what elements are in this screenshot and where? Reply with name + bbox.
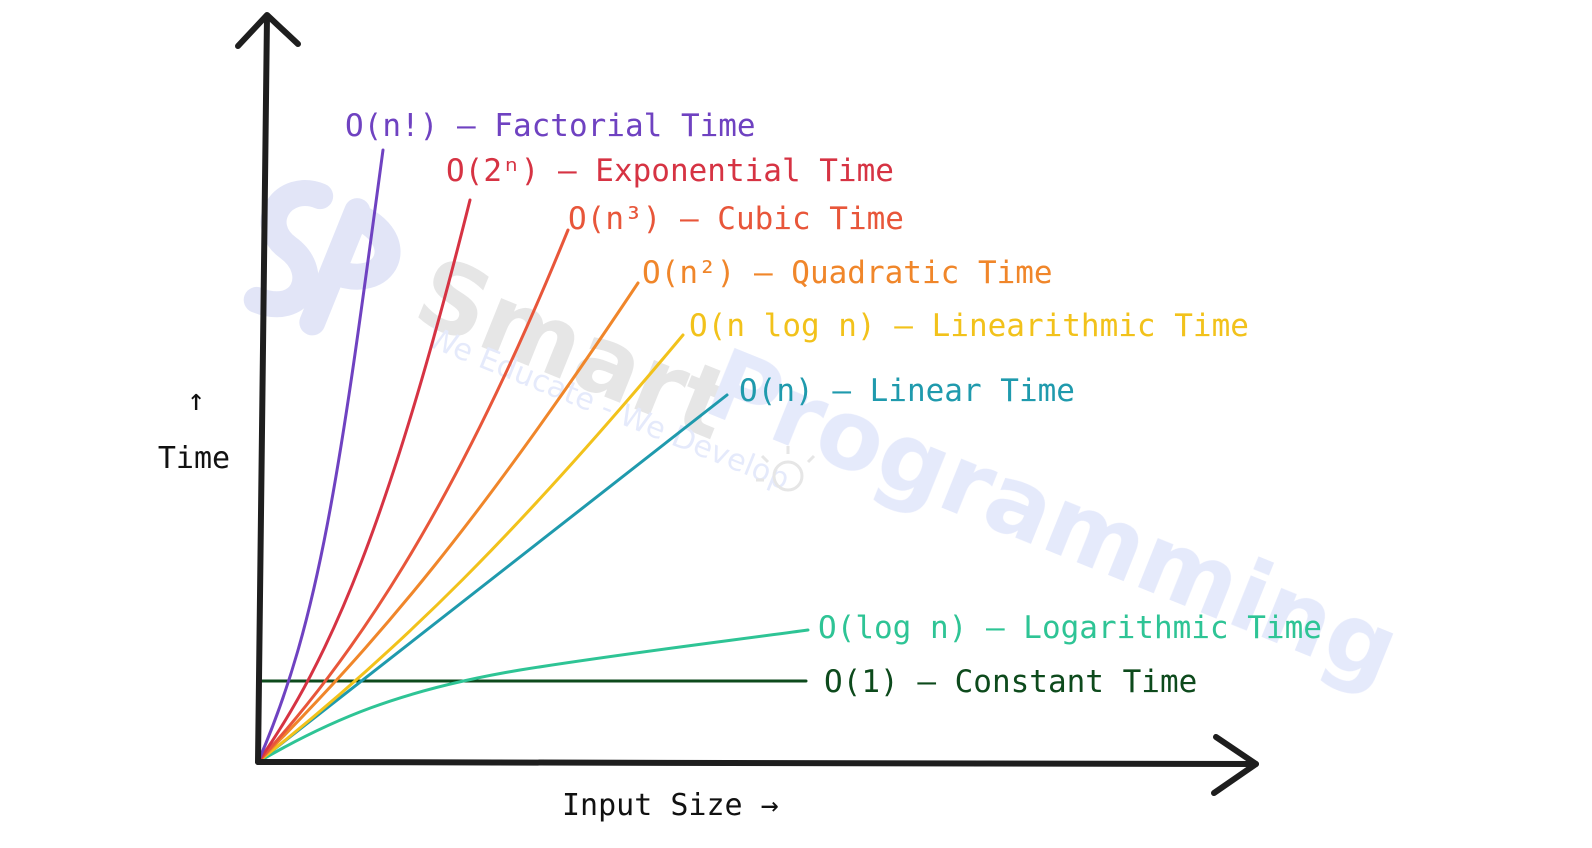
curve-factorial [256,148,385,764]
label-factorial: O(n!) – Factorial Time [345,108,756,144]
x-axis-arrowhead-icon [1211,734,1259,796]
watermark-bulb-icon [756,446,816,492]
curve-quadratic [256,281,640,764]
curve-linear [256,393,729,764]
x-axis [255,759,1259,767]
curve-labels: O(n!) – Factorial Time O(2ⁿ) – Exponenti… [345,108,1322,700]
label-constant: O(1) – Constant Time [824,664,1197,700]
label-linearithmic: O(n log n) – Linearithmic Time [689,308,1249,344]
y-axis-arrow-icon: ↑ [187,383,205,418]
y-axis [255,13,270,765]
label-exponential: O(2ⁿ) – Exponential Time [446,153,894,189]
label-cubic: O(n³) – Cubic Time [568,201,904,237]
label-linear: O(n) – Linear Time [739,373,1075,409]
curve-cubic [256,228,570,764]
curves [256,148,810,764]
label-quadratic: O(n²) – Quadratic Time [642,255,1053,291]
label-logarithmic: O(log n) – Logarithmic Time [818,610,1322,646]
curve-logarithmic [256,628,810,764]
axes [235,12,1259,796]
y-axis-arrowhead-icon [235,12,301,49]
y-axis-label: Time [158,441,230,476]
x-axis-label: Input Size → [562,788,779,823]
curve-linearithmic [256,333,685,764]
curve-exponential [256,198,472,764]
